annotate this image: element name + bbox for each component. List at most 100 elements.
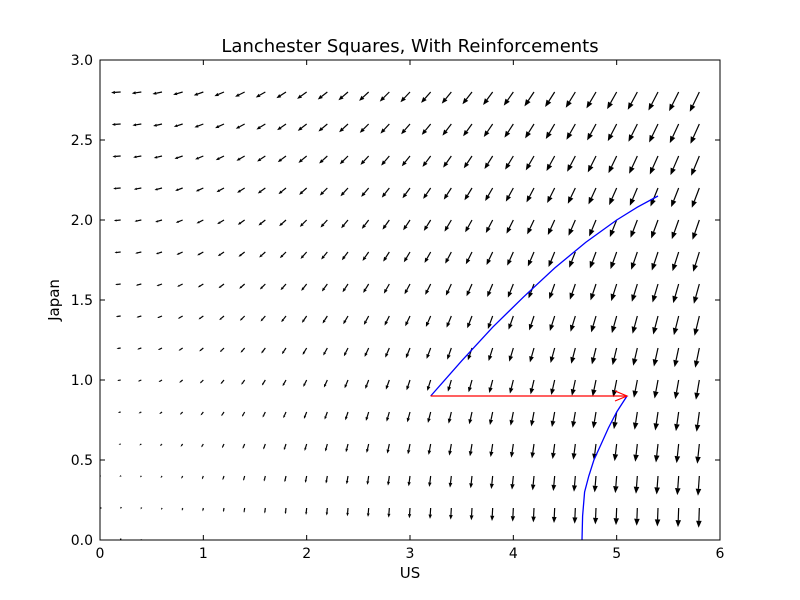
field-arrow bbox=[318, 123, 328, 132]
field-arrow bbox=[324, 443, 328, 452]
field-arrow bbox=[152, 91, 163, 95]
field-arrow bbox=[338, 91, 349, 101]
field-arrow bbox=[381, 155, 390, 166]
field-arrow bbox=[447, 411, 452, 424]
field-arrow bbox=[137, 379, 142, 382]
field-arrow bbox=[464, 187, 473, 201]
field-arrow bbox=[611, 315, 618, 334]
field-arrow bbox=[449, 507, 453, 520]
field-arrow bbox=[629, 155, 638, 174]
field-arrow bbox=[276, 91, 287, 99]
field-arrow bbox=[429, 540, 432, 551]
field-arrow bbox=[691, 155, 700, 176]
field-arrow bbox=[386, 475, 391, 486]
field-arrow bbox=[223, 540, 225, 544]
field-arrow bbox=[592, 507, 599, 525]
field-arrow bbox=[607, 123, 618, 142]
field-arrow bbox=[320, 219, 328, 228]
field-arrow bbox=[298, 155, 308, 163]
field-arrow bbox=[139, 443, 142, 446]
field-arrow bbox=[237, 219, 246, 225]
field-arrow bbox=[421, 123, 432, 135]
field-arrow bbox=[259, 251, 266, 258]
field-arrow bbox=[690, 123, 700, 144]
field-arrow bbox=[280, 283, 287, 291]
field-arrow bbox=[635, 540, 641, 558]
field-arrow bbox=[590, 347, 597, 365]
field-arrow bbox=[649, 155, 659, 175]
field-arrow bbox=[530, 475, 536, 491]
field-arrow bbox=[385, 379, 390, 390]
field-arrow bbox=[654, 507, 661, 527]
y-tick-label: 2.5 bbox=[71, 133, 93, 149]
field-arrow bbox=[483, 123, 494, 137]
x-tick-label: 2 bbox=[302, 546, 311, 562]
field-arrow bbox=[586, 91, 597, 109]
field-arrow bbox=[468, 443, 473, 457]
field-arrow bbox=[506, 219, 514, 234]
field-arrow bbox=[384, 315, 390, 326]
field-arrow bbox=[179, 411, 184, 415]
field-arrow bbox=[567, 155, 576, 172]
field-arrow bbox=[425, 283, 432, 295]
field-arrow bbox=[242, 443, 246, 449]
field-arrow bbox=[260, 315, 266, 322]
field-arrow bbox=[407, 475, 411, 487]
field-arrow bbox=[198, 315, 204, 320]
field-arrow bbox=[634, 507, 640, 526]
field-arrow bbox=[448, 475, 453, 488]
field-arrow bbox=[669, 91, 680, 112]
field-arrow bbox=[196, 219, 204, 224]
field-arrow bbox=[491, 540, 495, 553]
field-arrow bbox=[590, 315, 597, 333]
field-arrow bbox=[380, 123, 390, 134]
field-arrow bbox=[509, 443, 515, 458]
field-arrow bbox=[364, 347, 370, 357]
field-arrow bbox=[140, 507, 143, 510]
field-arrow bbox=[532, 540, 537, 554]
field-arrow bbox=[116, 347, 121, 350]
field-arrow bbox=[549, 315, 556, 332]
field-arrow bbox=[195, 155, 204, 160]
field-arrow bbox=[694, 379, 700, 400]
field-arrow bbox=[507, 283, 514, 298]
field-arrow bbox=[567, 187, 576, 204]
field-arrow bbox=[486, 251, 494, 265]
field-arrow bbox=[94, 251, 100, 253]
field-arrow bbox=[503, 91, 514, 106]
field-arrow bbox=[654, 475, 660, 495]
field-arrow bbox=[545, 123, 556, 140]
field-arrow bbox=[326, 540, 328, 548]
field-arrow bbox=[139, 475, 142, 478]
field-arrow bbox=[423, 187, 432, 199]
field-arrow bbox=[546, 155, 556, 172]
field-arrow bbox=[137, 347, 142, 350]
field-arrow bbox=[671, 219, 680, 240]
field-arrow bbox=[447, 347, 452, 360]
field-arrow bbox=[630, 219, 638, 238]
field-arrow bbox=[197, 283, 204, 288]
field-arrow bbox=[258, 219, 266, 226]
trajectory-upper bbox=[430, 195, 659, 397]
field-arrow bbox=[92, 155, 100, 158]
field-arrow bbox=[569, 283, 576, 300]
field-arrow bbox=[609, 219, 618, 238]
field-arrow bbox=[571, 411, 577, 428]
field-arrow bbox=[632, 347, 638, 366]
field-arrow bbox=[548, 283, 556, 300]
field-arrow bbox=[133, 187, 142, 191]
field-arrow bbox=[365, 411, 370, 421]
field-arrow bbox=[524, 91, 535, 107]
field-arrow bbox=[505, 155, 514, 170]
x-tick-label: 4 bbox=[509, 546, 518, 562]
field-arrow bbox=[403, 219, 411, 231]
field-arrow bbox=[488, 379, 494, 393]
field-arrow bbox=[97, 379, 100, 381]
field-arrow bbox=[631, 283, 638, 302]
field-arrow bbox=[200, 411, 204, 416]
field-arrow bbox=[341, 219, 349, 229]
plot-background bbox=[100, 60, 720, 540]
field-arrow bbox=[400, 91, 411, 103]
field-arrow bbox=[95, 283, 100, 285]
